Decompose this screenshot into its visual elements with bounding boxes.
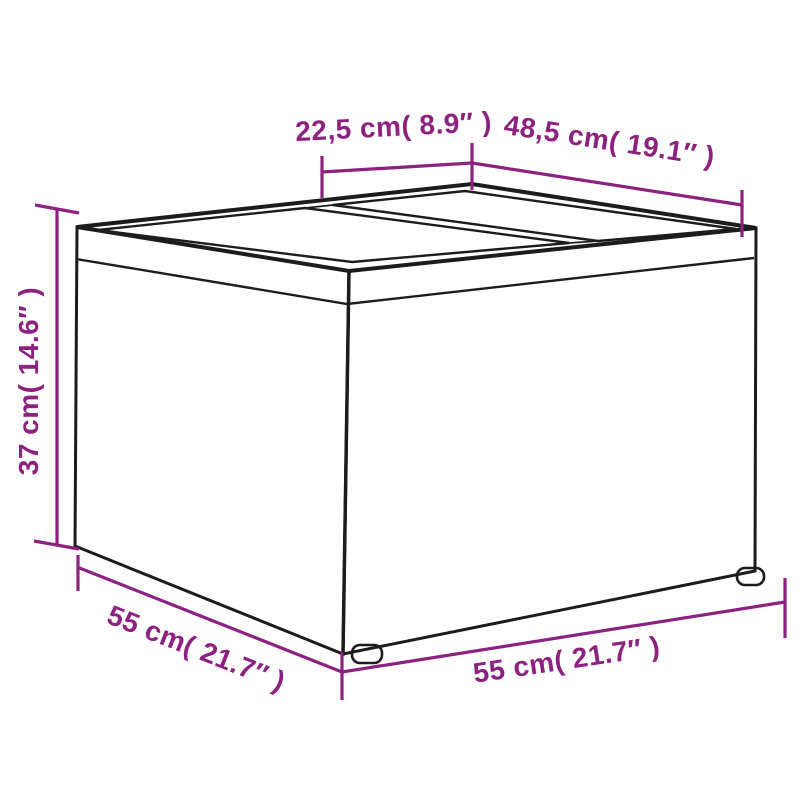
dimension-line bbox=[321, 161, 473, 174]
table-top-rim-lower-edge bbox=[75, 256, 755, 306]
dimension-height: 37 cm( 14.6″ ) bbox=[13, 203, 80, 551]
dimension-label-height: 37 cm( 14.6″ ) bbox=[13, 287, 44, 476]
table-top-face bbox=[76, 181, 757, 274]
dimension-line bbox=[471, 161, 743, 207]
dimension-label-glass-panel-small: 22,5 cm( 8.9″ ) bbox=[294, 106, 492, 147]
dimension-line bbox=[76, 565, 343, 674]
dimension-depth: 55 cm( 21.7″ ) bbox=[76, 555, 343, 697]
table-foot-right bbox=[735, 566, 766, 587]
table-right-face bbox=[341, 226, 758, 656]
dimension-width: 55 cm( 21.7″ ) bbox=[340, 578, 787, 700]
dimension-label-width: 55 cm( 21.7″ ) bbox=[471, 630, 662, 689]
table-foot-front bbox=[350, 643, 384, 665]
rattan-side-table bbox=[73, 181, 766, 665]
dimension-label-glass-panel-large: 48,5 cm( 19.1″ ) bbox=[502, 109, 717, 172]
dimension-line bbox=[341, 600, 786, 674]
glass-panel-divider bbox=[304, 204, 599, 244]
table-left-face bbox=[73, 225, 351, 657]
table-front-corner-edge bbox=[341, 270, 351, 655]
